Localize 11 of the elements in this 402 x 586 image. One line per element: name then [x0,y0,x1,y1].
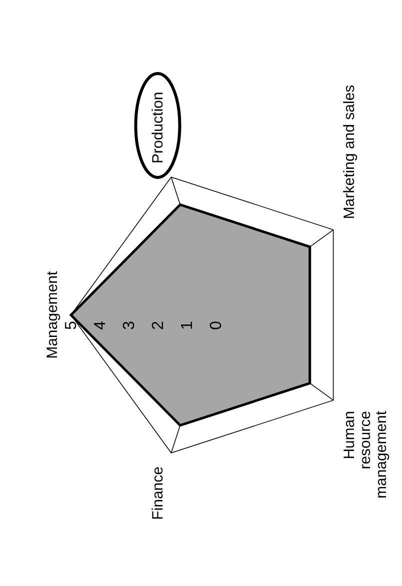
y-tick-label: 0 [208,320,225,330]
y-tick-label: 1 [179,320,196,330]
y-tick-label: 4 [92,320,109,330]
spoke-label: Marketing and sales [340,84,358,220]
spoke-label: Human resource management [340,410,390,498]
y-tick-label: 3 [121,320,138,330]
spoke-label: Production [150,92,167,164]
y-tick-label: 2 [150,320,167,330]
y-tick-label: 5 [63,320,80,330]
spoke-label: Finance [150,466,167,520]
spoke-label: Management [44,270,61,359]
